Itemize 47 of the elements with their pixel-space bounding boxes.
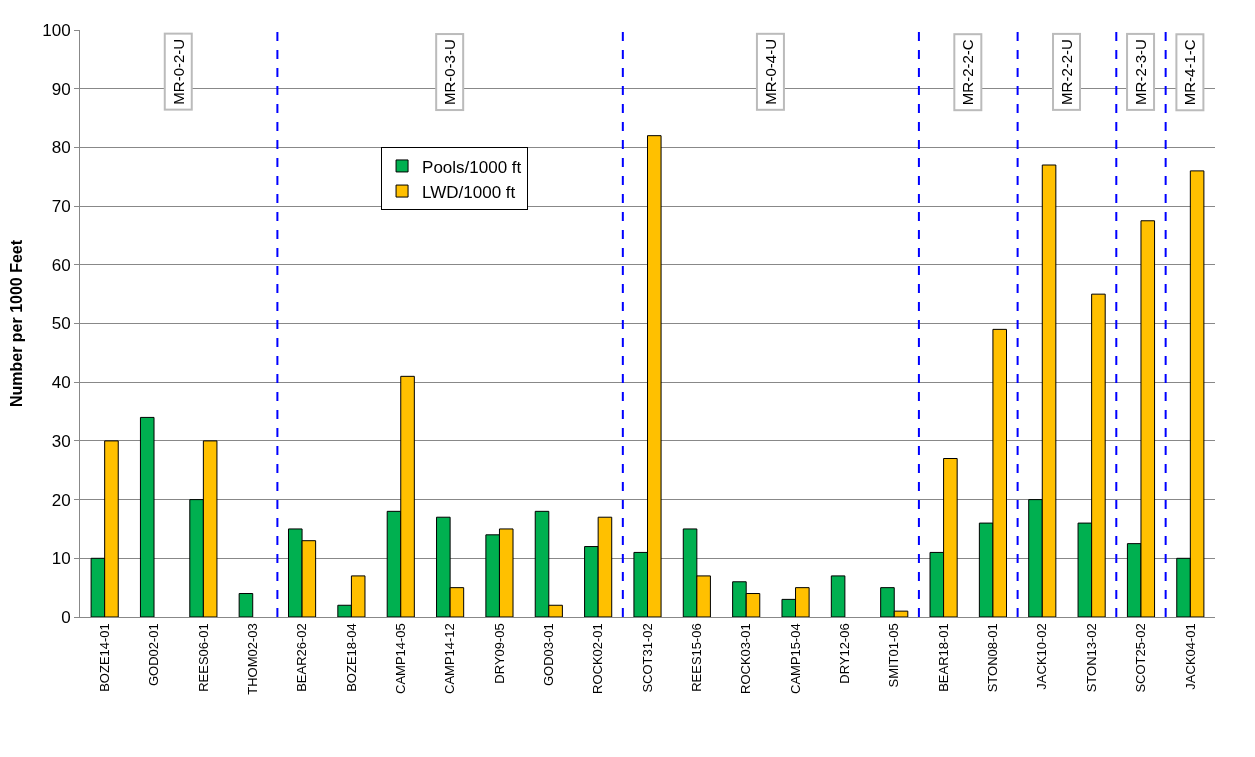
bar bbox=[238, 593, 254, 617]
y-tick-label: 50 bbox=[51, 314, 71, 334]
legend-label: LWD/1000 ft bbox=[422, 182, 516, 202]
x-tick-label: ROCK03-01 bbox=[738, 623, 754, 695]
x-tick-label: BEAR18-01 bbox=[935, 623, 951, 692]
annotation: MR-2-3-U bbox=[1132, 39, 1150, 105]
legend-label: Pools/1000 ft bbox=[422, 157, 522, 177]
annotation: MR-2-2-C bbox=[959, 39, 977, 106]
x-tick-label: GOD02-01 bbox=[146, 623, 162, 687]
y-tick-label: 40 bbox=[51, 373, 71, 393]
x-tick-label: REES15-06 bbox=[689, 623, 705, 692]
x-tick-label: SCOT25-02 bbox=[1133, 623, 1149, 693]
x-tick-label: BEAR26-02 bbox=[294, 623, 310, 692]
x-tick-label: SCOT31-02 bbox=[639, 623, 655, 693]
annotation: MR-4-1-C bbox=[1181, 39, 1199, 106]
annotation: MR-0-3-U bbox=[441, 39, 459, 106]
x-tick-label: REES06-01 bbox=[195, 623, 211, 692]
x-tick-label: ROCK02-01 bbox=[590, 623, 606, 695]
y-tick-label: 70 bbox=[51, 197, 71, 217]
x-tick-label: STON08-01 bbox=[985, 623, 1001, 693]
x-tick-label: CAMP15-04 bbox=[787, 623, 803, 695]
y-tick-label: 60 bbox=[51, 255, 71, 275]
x-tick-label: CAMP14-12 bbox=[442, 623, 458, 695]
x-tick-label: BOZE14-01 bbox=[96, 623, 112, 692]
x-tick-label: DRY09-05 bbox=[491, 623, 507, 684]
y-tick-label: 0 bbox=[61, 607, 71, 627]
y-tick-label: 80 bbox=[51, 138, 71, 158]
annotation: MR-0-4-U bbox=[761, 38, 779, 105]
y-tick-label: 90 bbox=[51, 79, 71, 99]
y-tick-label: 20 bbox=[51, 490, 71, 510]
bar bbox=[139, 416, 155, 617]
bar bbox=[830, 575, 846, 617]
x-tick-label: BOZE18-04 bbox=[343, 623, 359, 692]
x-tick-label: STON13-02 bbox=[1083, 623, 1099, 693]
x-tick-label: SMIT01-05 bbox=[886, 623, 902, 688]
x-tick-label: JACK10-02 bbox=[1034, 623, 1050, 690]
y-axis-title: Number per 1000 Feet bbox=[8, 239, 26, 408]
annotation: MR-2-2-U bbox=[1058, 39, 1076, 105]
x-tick-label: CAMP14-05 bbox=[392, 623, 408, 695]
x-tick-label: GOD03-01 bbox=[541, 623, 557, 687]
y-tick-label: 30 bbox=[51, 431, 71, 451]
x-tick-label: THOM02-03 bbox=[244, 623, 260, 695]
y-tick-label: 100 bbox=[42, 20, 71, 40]
x-tick-label: JACK04-01 bbox=[1182, 623, 1198, 690]
x-tick-label: DRY12-06 bbox=[837, 623, 853, 684]
y-tick-label: 10 bbox=[51, 549, 71, 569]
annotation: MR-0-2-U bbox=[169, 38, 187, 105]
